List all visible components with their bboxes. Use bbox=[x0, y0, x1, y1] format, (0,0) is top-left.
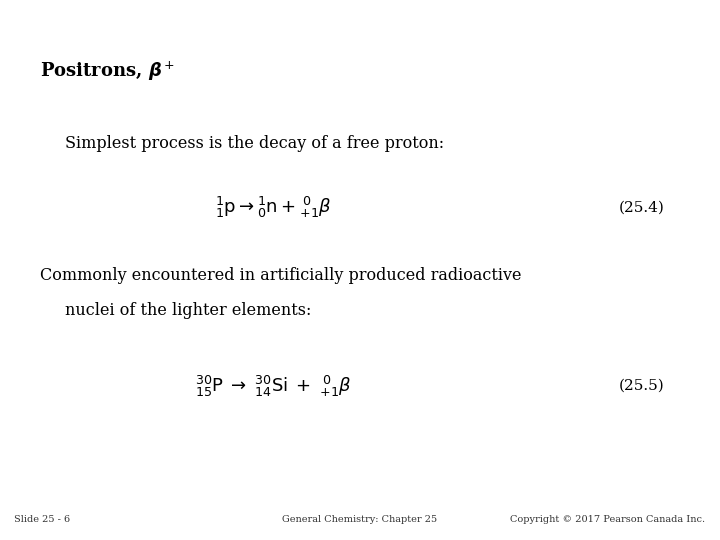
Text: Positrons, $\boldsymbol{\beta}^+$: Positrons, $\boldsymbol{\beta}^+$ bbox=[40, 59, 174, 83]
Text: ${}^{30}_{15}\mathrm{P} \;\rightarrow\; {}^{30}_{14}\mathrm{Si} \;+\; {}^{\;0}_{: ${}^{30}_{15}\mathrm{P} \;\rightarrow\; … bbox=[195, 374, 352, 399]
Text: (25.5): (25.5) bbox=[619, 379, 665, 393]
Text: Commonly encountered in artificially produced radioactive: Commonly encountered in artificially pro… bbox=[40, 267, 521, 284]
Text: nuclei of the lighter elements:: nuclei of the lighter elements: bbox=[65, 302, 311, 319]
Text: Copyright © 2017 Pearson Canada Inc.: Copyright © 2017 Pearson Canada Inc. bbox=[510, 515, 706, 524]
Text: Slide 25 - 6: Slide 25 - 6 bbox=[14, 515, 71, 524]
Text: (25.4): (25.4) bbox=[619, 201, 665, 215]
Text: ${}^{1}_{1}\mathrm{p} \rightarrow {}^{1}_{0}\mathrm{n} + {}^{\;0}_{+1}\beta$: ${}^{1}_{1}\mathrm{p} \rightarrow {}^{1}… bbox=[215, 195, 332, 220]
Text: Simplest process is the decay of a free proton:: Simplest process is the decay of a free … bbox=[65, 135, 444, 152]
Text: General Chemistry: Chapter 25: General Chemistry: Chapter 25 bbox=[282, 515, 438, 524]
